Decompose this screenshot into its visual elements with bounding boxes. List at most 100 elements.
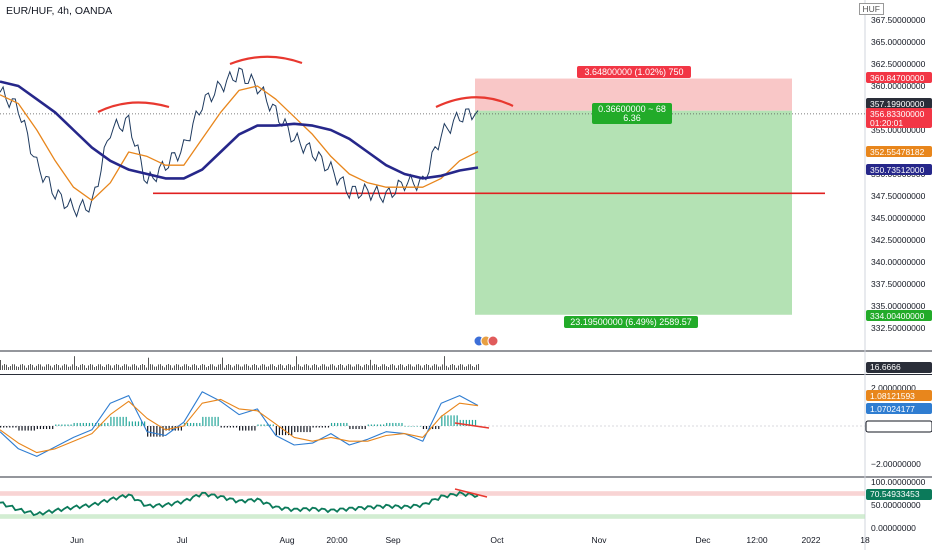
macd-histogram-bar bbox=[229, 426, 232, 428]
volume-bar bbox=[194, 364, 195, 370]
macd-histogram-bar bbox=[131, 421, 133, 426]
volume-bar bbox=[396, 367, 397, 370]
volume-bar bbox=[358, 364, 359, 370]
macd-histogram-bar bbox=[12, 426, 14, 428]
volume-bar bbox=[382, 364, 383, 370]
y-tick-label: 347.50000000 bbox=[871, 191, 926, 201]
macd-histogram-bar bbox=[395, 422, 397, 426]
macd-histogram-bar bbox=[6, 426, 8, 428]
x-tick-label: 2022 bbox=[802, 535, 821, 545]
volume-bar bbox=[298, 364, 299, 370]
macd-histogram-bar bbox=[321, 426, 323, 428]
volume-bar bbox=[126, 364, 127, 370]
volume-bar bbox=[78, 367, 79, 370]
volume-bar bbox=[44, 366, 45, 370]
y-tick-label: 355.00000000 bbox=[871, 125, 926, 135]
volume-bar bbox=[282, 365, 283, 370]
macd-histogram-bar bbox=[107, 422, 109, 426]
volume-bar bbox=[196, 365, 197, 370]
volume-bar bbox=[50, 365, 51, 370]
volume-bar bbox=[322, 364, 323, 370]
volume-bar bbox=[112, 367, 113, 370]
volume-bar bbox=[158, 364, 159, 370]
volume-bar bbox=[342, 365, 343, 370]
x-tick-label: 12:00 bbox=[746, 535, 768, 545]
volume-bar bbox=[240, 366, 241, 370]
macd-histogram-bar bbox=[165, 426, 167, 431]
macd-histogram-bar bbox=[364, 426, 366, 430]
volume-bar bbox=[76, 365, 77, 370]
price-tag-label: 357.19900000 bbox=[870, 99, 925, 109]
volume-bar bbox=[106, 364, 107, 370]
volume-bar bbox=[294, 366, 295, 370]
macd-histogram-bar bbox=[36, 426, 38, 430]
volume-bar bbox=[422, 367, 423, 370]
macd-histogram-bar bbox=[257, 424, 259, 426]
macd-histogram-bar bbox=[453, 415, 455, 426]
macd-histogram-bar bbox=[199, 422, 201, 426]
volume-bar bbox=[220, 364, 221, 370]
symbol-label[interactable]: EUR/HUF, 4h, OANDA bbox=[6, 5, 113, 17]
macd-histogram-bar bbox=[150, 426, 152, 437]
volume-bar bbox=[156, 366, 157, 370]
rsi-line bbox=[0, 490, 479, 517]
volume-bar bbox=[8, 367, 9, 370]
pattern-arc bbox=[229, 55, 303, 66]
x-tick-label: Sep bbox=[385, 535, 400, 545]
volume-bar bbox=[424, 365, 425, 370]
volume-bar bbox=[140, 365, 141, 370]
macd-histogram-bar bbox=[245, 426, 247, 431]
macd-histogram-bar bbox=[340, 422, 342, 426]
macd-histogram-bar bbox=[376, 424, 379, 426]
volume-bar bbox=[38, 364, 39, 370]
macd-histogram-bar bbox=[444, 415, 446, 426]
macd-tag-box bbox=[866, 403, 932, 414]
volume-bar bbox=[448, 367, 449, 370]
volume-bar bbox=[190, 367, 191, 370]
macd-histogram-bar bbox=[196, 422, 198, 426]
price-tag-label: 360.84700000 bbox=[870, 73, 925, 83]
rsi-y-tick: 50.00000000 bbox=[871, 500, 921, 510]
macd-histogram-bar bbox=[58, 424, 60, 426]
macd-histogram-bar bbox=[159, 426, 161, 437]
volume-bar bbox=[388, 367, 389, 370]
macd-histogram-bar bbox=[248, 426, 250, 431]
volume-bar bbox=[280, 364, 281, 370]
volume-bar bbox=[460, 364, 461, 370]
volume-bar bbox=[362, 367, 363, 370]
volume-bar bbox=[56, 364, 57, 370]
volume-bar bbox=[118, 364, 119, 370]
volume-bar bbox=[384, 364, 385, 370]
macd-histogram-bar bbox=[309, 426, 311, 433]
volume-bar bbox=[70, 366, 71, 370]
volume-bar bbox=[276, 367, 277, 370]
volume-bar bbox=[410, 364, 411, 370]
macd-tag-label: −0.01097416 bbox=[870, 422, 920, 432]
macd-histogram-bar bbox=[398, 422, 400, 426]
volume-bar bbox=[68, 366, 69, 370]
volume-bar bbox=[144, 365, 145, 370]
volume-bar bbox=[134, 364, 135, 370]
macd-histogram-bar bbox=[260, 424, 262, 426]
volume-bar bbox=[174, 365, 175, 370]
macd-signal-line bbox=[0, 398, 479, 454]
volume-bar bbox=[104, 366, 105, 370]
volume-bar bbox=[296, 356, 297, 370]
rsi-tag-box bbox=[866, 489, 932, 500]
volume-bar bbox=[100, 364, 101, 370]
macd-histogram-bar bbox=[450, 415, 452, 426]
volume-bar bbox=[24, 365, 25, 370]
volume-bar bbox=[128, 366, 129, 370]
macd-tag-box bbox=[865, 420, 932, 433]
reward-zone bbox=[475, 110, 792, 315]
volume-bar bbox=[454, 365, 455, 370]
macd-histogram-bar bbox=[156, 426, 158, 437]
volume-bar bbox=[312, 365, 313, 370]
volume-bar bbox=[16, 366, 17, 370]
volume-bar bbox=[466, 366, 467, 370]
volume-bar bbox=[6, 364, 7, 370]
volume-bar bbox=[262, 364, 263, 370]
volume-bar bbox=[292, 367, 293, 370]
macd-histogram-bar bbox=[373, 424, 376, 426]
